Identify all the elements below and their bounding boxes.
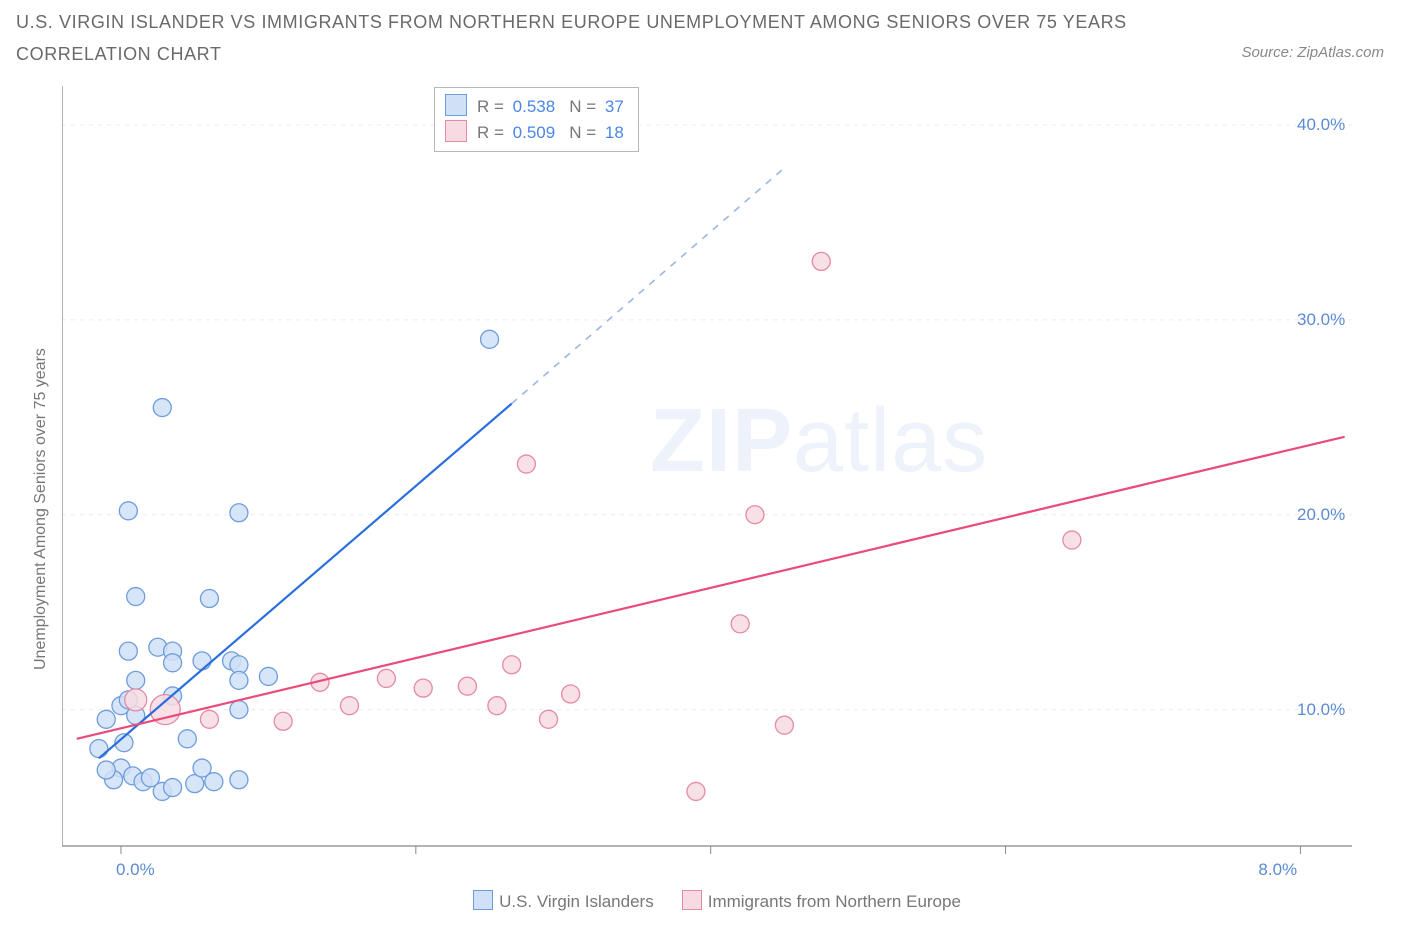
stats-n-label: N = bbox=[569, 97, 601, 116]
stats-r-value-nfe: 0.509 bbox=[513, 123, 556, 142]
y-tick-label: 30.0% bbox=[1297, 310, 1345, 330]
stats-r-value-usvi: 0.538 bbox=[513, 97, 556, 116]
y-axis-label: Unemployment Among Seniors over 75 years bbox=[32, 348, 50, 670]
chart-title-line1: U.S. VIRGIN ISLANDER VS IMMIGRANTS FROM … bbox=[16, 12, 1127, 33]
source-label: Source: ZipAtlas.com bbox=[1241, 44, 1384, 61]
stats-n-value-nfe: 18 bbox=[605, 123, 624, 142]
x-tick-label: 8.0% bbox=[1258, 860, 1297, 880]
stats-row-nfe: R = 0.509 N = 18 bbox=[445, 120, 624, 146]
stats-swatch-nfe bbox=[445, 120, 467, 142]
legend: U.S. Virgin Islanders Immigrants from Nor… bbox=[0, 890, 1406, 912]
legend-label-usvi: U.S. Virgin Islanders bbox=[499, 892, 654, 911]
stats-row-usvi: R = 0.538 N = 37 bbox=[445, 94, 624, 120]
stats-n-label: N = bbox=[569, 123, 601, 142]
legend-swatch-usvi bbox=[473, 890, 493, 910]
legend-swatch-nfe bbox=[682, 890, 702, 910]
legend-label-nfe: Immigrants from Northern Europe bbox=[708, 892, 961, 911]
stats-n-value-usvi: 37 bbox=[605, 97, 624, 116]
correlation-stats-box: R = 0.538 N = 37 R = 0.509 N = 18 bbox=[434, 87, 639, 152]
chart-container: U.S. VIRGIN ISLANDER VS IMMIGRANTS FROM … bbox=[0, 0, 1406, 930]
y-tick-label: 40.0% bbox=[1297, 115, 1345, 135]
y-tick-label: 10.0% bbox=[1297, 700, 1345, 720]
stats-r-label: R = bbox=[477, 97, 509, 116]
x-tick-label: 0.0% bbox=[116, 860, 155, 880]
scatter-plot bbox=[62, 86, 1386, 876]
y-tick-label: 20.0% bbox=[1297, 505, 1345, 525]
chart-title-line2: CORRELATION CHART bbox=[16, 44, 222, 65]
stats-swatch-usvi bbox=[445, 94, 467, 116]
stats-r-label: R = bbox=[477, 123, 509, 142]
